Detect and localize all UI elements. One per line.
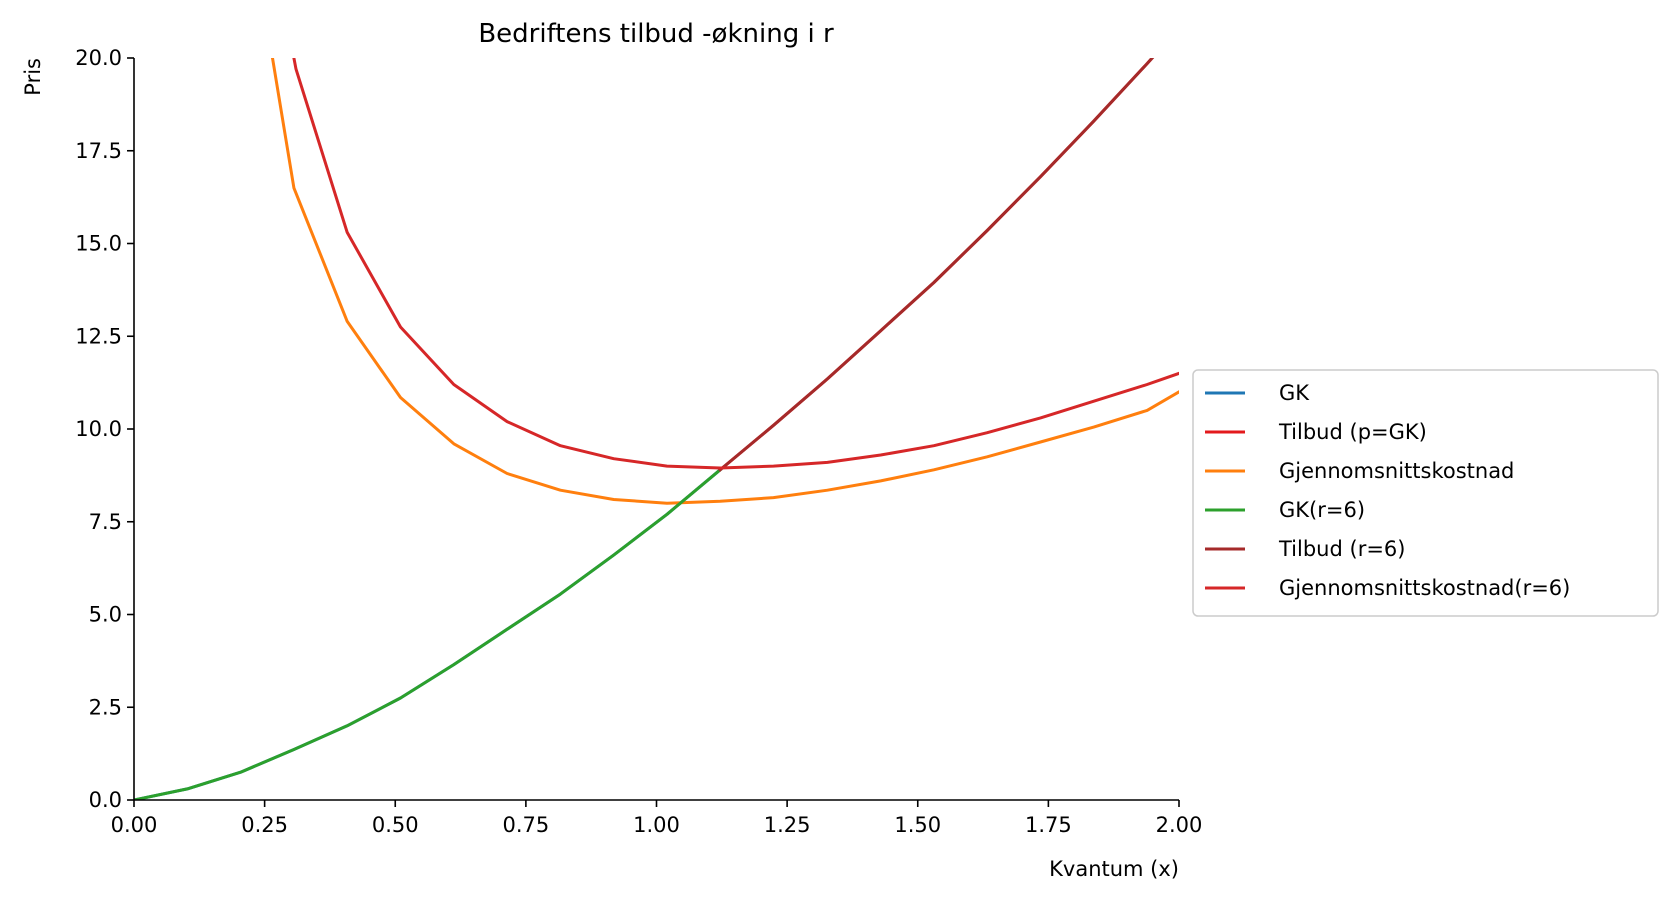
y-tick-label: 5.0: [89, 603, 122, 627]
legend-frame: [1192, 369, 1659, 617]
x-ticks: 0.00 0.25 0.50 0.75 1.00 1.25 1.50 1.75 2.00: [111, 800, 1203, 837]
series-line-1: [718, 58, 1155, 472]
x-tick-label: 1.75: [1025, 813, 1072, 837]
x-tick-label: 1.00: [633, 813, 680, 837]
y-ticks: 0.0 2.5 5.0 7.5 10.0 12.5 15.0 17.5 20.0: [75, 46, 134, 812]
series-lines: [134, 58, 1179, 800]
series-line-2: [270, 58, 1179, 505]
x-tick-label: 1.50: [894, 813, 941, 837]
y-tick-label: 20.0: [75, 46, 122, 70]
y-tick-label: 10.0: [75, 417, 122, 441]
x-tick-label: 0.00: [111, 813, 158, 837]
legend-label: GK: [1279, 381, 1310, 405]
legend-label: Tilbud (r=6): [1278, 537, 1405, 561]
chart-title: Bedriftens tilbud -økning i r: [478, 19, 834, 49]
y-tick-label: 0.0: [89, 788, 122, 812]
series-line-4: [718, 58, 1155, 472]
y-tick-label: 2.5: [89, 695, 122, 719]
x-tick-label: 1.25: [764, 813, 811, 837]
x-tick-label: 0.75: [502, 813, 549, 837]
legend-label: Gjennomsnittskostnad: [1279, 459, 1514, 483]
x-tick-label: 0.50: [372, 813, 419, 837]
legend-label: Tilbud (p=GK): [1278, 420, 1427, 444]
y-tick-label: 12.5: [75, 324, 122, 348]
series-line-0: [134, 467, 723, 800]
y-tick-label: 17.5: [75, 139, 122, 163]
x-axis-label: Kvantum (x): [1049, 857, 1179, 881]
y-axis-label: Pris: [21, 58, 45, 96]
legend-label: GK(r=6): [1279, 498, 1365, 522]
y-tick-label: 15.0: [75, 232, 122, 256]
series-line-3: [134, 467, 723, 800]
x-tick-label: 0.25: [241, 813, 288, 837]
y-tick-label: 7.5: [89, 510, 122, 534]
legend: GK Tilbud (p=GK) Gjennomsnittskostnad GK(r=…: [1192, 369, 1659, 617]
legend-label: Gjennomsnittskostnad(r=6): [1279, 576, 1570, 600]
series-line-5: [292, 58, 1179, 470]
x-tick-label: 2.00: [1156, 813, 1203, 837]
